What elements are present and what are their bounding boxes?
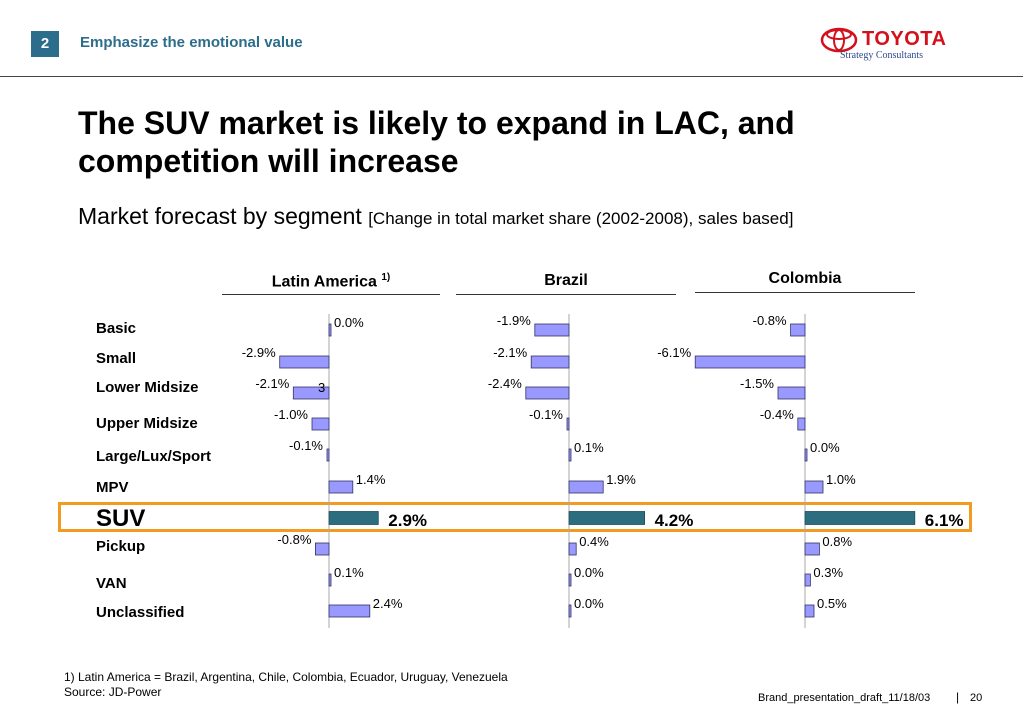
panel-header-latin-america: Latin America 1) xyxy=(271,272,391,291)
footer-file-name: Brand_presentation_draft_11/18/03 xyxy=(758,692,931,704)
suv-highlight-box xyxy=(58,502,972,532)
footnote: 1) Latin America = Brazil, Argentina, Ch… xyxy=(64,670,508,700)
bar-latin-america-unclassified xyxy=(328,604,371,618)
panel-rule-colombia xyxy=(695,292,915,293)
chart-subtitle: Market forecast by segment [Change in to… xyxy=(78,203,793,230)
bar-latin-america-small xyxy=(279,355,330,369)
value-label-colombia-lower-midsize: -1.5% xyxy=(740,376,774,391)
value-label-colombia-suv: 6.1% xyxy=(925,511,964,530)
bar-colombia-mpv xyxy=(804,480,824,494)
bar-latin-america-upper-midsize xyxy=(311,417,330,431)
bar-brazil-van xyxy=(568,573,572,587)
toyota-logo xyxy=(820,27,858,53)
footnote-source: Source: JD-Power xyxy=(64,685,162,699)
panel-header-brazil: Brazil xyxy=(544,272,588,289)
bar-latin-america-pickup xyxy=(314,542,330,556)
value-label-latin-america-lower-midsize: -2.1% xyxy=(255,376,289,391)
value-label-brazil-basic: -1.9% xyxy=(497,313,531,328)
bar-colombia-lower-midsize xyxy=(777,386,806,400)
footnote-latin-america: 1) Latin America = Brazil, Argentina, Ch… xyxy=(64,670,508,684)
page-number: 20 xyxy=(970,692,983,704)
bar-latin-america-mpv xyxy=(328,480,354,494)
bar-brazil-suv xyxy=(568,511,645,525)
page-title: The SUV market is likely to expand in LA… xyxy=(78,105,795,179)
category-label-unclassified: Unclassified xyxy=(96,604,185,621)
category-label-pickup: Pickup xyxy=(96,538,146,555)
stray-mark: 3 xyxy=(318,380,326,395)
bar-brazil-upper-midsize xyxy=(566,417,570,431)
value-label-latin-america-upper-midsize: -1.0% xyxy=(274,407,308,422)
value-label-colombia-mpv: 1.0% xyxy=(826,472,856,487)
category-label-suv: SUV xyxy=(96,505,146,532)
value-label-colombia-pickup: 0.8% xyxy=(822,534,852,549)
category-label-upper-midsize: Upper Midsize xyxy=(96,415,198,432)
value-label-brazil-lower-midsize: -2.4% xyxy=(488,376,522,391)
value-label-latin-america-unclassified: 2.4% xyxy=(373,596,403,611)
footer-separator: | xyxy=(956,690,960,704)
value-label-latin-america-pickup: -0.8% xyxy=(277,532,311,547)
bar-colombia-small xyxy=(694,355,806,369)
value-label-colombia-upper-midsize: -0.4% xyxy=(760,407,794,422)
bar-brazil-pickup xyxy=(568,542,577,556)
value-label-brazil-upper-midsize: -0.1% xyxy=(529,407,563,422)
bar-colombia-van xyxy=(804,573,811,587)
bar-brazil-basic xyxy=(534,323,570,337)
bar-brazil-mpv xyxy=(568,480,604,494)
value-label-latin-america-small: -2.9% xyxy=(242,345,276,360)
value-label-colombia-van: 0.3% xyxy=(813,565,843,580)
bar-latin-america-basic xyxy=(328,323,332,337)
value-label-colombia-basic: -0.8% xyxy=(753,313,787,328)
bar-latin-america-lower-midsize xyxy=(292,386,330,400)
value-label-latin-america-suv: 2.9% xyxy=(388,511,427,530)
value-label-brazil-unclassified: 0.0% xyxy=(574,596,604,611)
panel-rule-brazil xyxy=(456,294,676,295)
bar-colombia-basic xyxy=(790,323,806,337)
bar-colombia-large-lux-sport xyxy=(804,448,808,462)
value-label-colombia-unclassified: 0.5% xyxy=(817,596,847,611)
value-label-latin-america-basic: 0.0% xyxy=(334,315,364,330)
bar-latin-america-suv xyxy=(328,511,379,525)
logo-wordmark: TOYOTA xyxy=(862,28,947,50)
value-label-brazil-van: 0.0% xyxy=(574,565,604,580)
section-kicker: Emphasize the emotional value xyxy=(80,34,303,51)
value-label-brazil-small: -2.1% xyxy=(493,345,527,360)
bar-brazil-unclassified xyxy=(568,604,572,618)
panel-rule-latin-america xyxy=(222,294,440,295)
bar-colombia-suv xyxy=(804,511,916,525)
subtitle-main: Market forecast by segment xyxy=(78,203,362,229)
panel-header-colombia: Colombia xyxy=(768,270,842,287)
value-label-latin-america-mpv: 1.4% xyxy=(356,472,386,487)
subtitle-note: [Change in total market share (2002-2008… xyxy=(368,209,794,228)
bar-brazil-lower-midsize xyxy=(525,386,570,400)
category-label-basic: Basic xyxy=(96,320,137,337)
value-label-latin-america-van: 0.1% xyxy=(334,565,364,580)
value-label-colombia-small: -6.1% xyxy=(657,345,691,360)
bar-brazil-small xyxy=(530,355,570,369)
bar-brazil-large-lux-sport xyxy=(568,448,572,462)
bar-colombia-unclassified xyxy=(804,604,815,618)
category-label-small: Small xyxy=(96,350,137,367)
value-label-brazil-large-lux-sport: 0.1% xyxy=(574,440,604,455)
value-label-latin-america-large-lux-sport: -0.1% xyxy=(289,438,323,453)
bar-colombia-upper-midsize xyxy=(797,417,806,431)
header-divider xyxy=(0,76,1023,77)
category-label-large-lux-sport: Large/Lux/Sport xyxy=(96,448,212,465)
value-label-brazil-mpv: 1.9% xyxy=(606,472,636,487)
bar-latin-america-van xyxy=(328,573,332,587)
logo-subtitle: Strategy Consultants xyxy=(840,50,924,61)
category-label-lower-midsize: Lower Midsize xyxy=(96,379,199,396)
category-label-mpv: MPV xyxy=(96,479,129,496)
value-label-brazil-suv: 4.2% xyxy=(655,511,694,530)
category-label-van: VAN xyxy=(96,575,127,592)
slide-number-badge: 2 xyxy=(31,31,59,57)
bar-colombia-pickup xyxy=(804,542,820,556)
bar-latin-america-large-lux-sport xyxy=(326,448,330,462)
value-label-brazil-pickup: 0.4% xyxy=(579,534,609,549)
value-label-colombia-large-lux-sport: 0.0% xyxy=(810,440,840,455)
